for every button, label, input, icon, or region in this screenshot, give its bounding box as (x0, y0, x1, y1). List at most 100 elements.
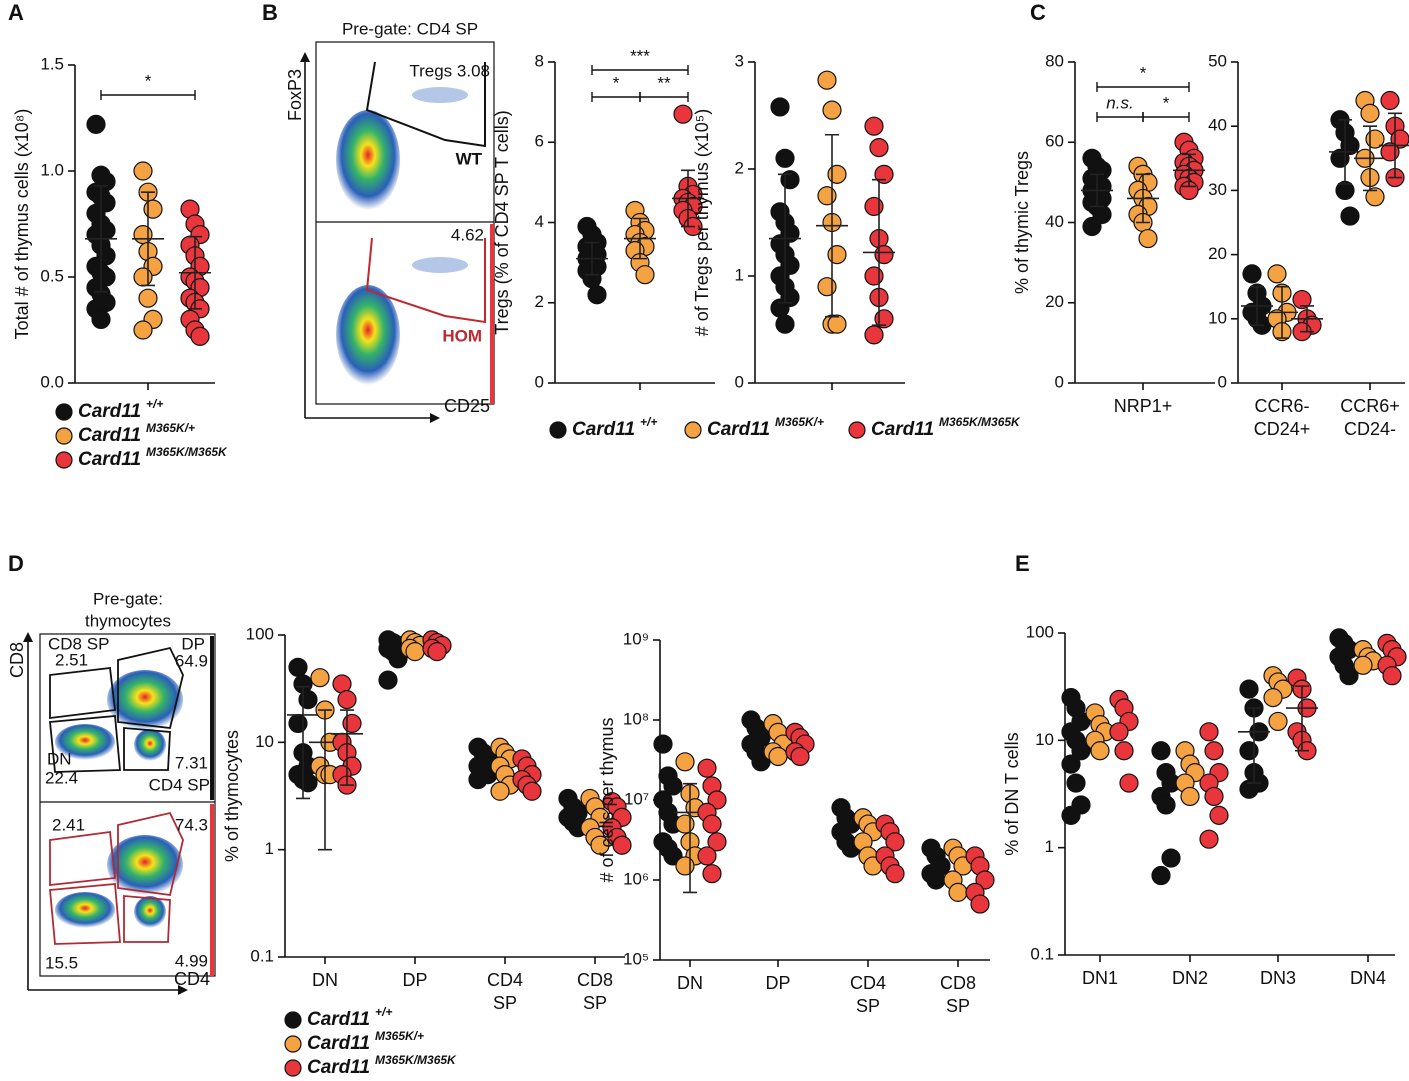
data-point (1151, 865, 1171, 886)
x-tick-label: DN (312, 970, 338, 990)
error-bar (778, 173, 792, 304)
data-point (675, 814, 695, 834)
legend-superscript: +/+ (640, 415, 657, 429)
y-tick-label: 10⁸ (623, 709, 649, 728)
y-tick-label: 10 (1208, 308, 1227, 327)
flow-density (55, 892, 115, 928)
error-bar (1295, 685, 1309, 752)
flow-density (134, 729, 166, 761)
gate-value: 2.41 (52, 815, 85, 834)
error-bar (825, 133, 839, 318)
gate-value: 15.5 (45, 953, 78, 972)
error-bar (1247, 707, 1261, 784)
arrow (23, 632, 33, 642)
legend-name: Card11 (871, 419, 934, 440)
legend-name: Card11 (307, 1033, 370, 1054)
legend-label: Card11 M365K/+ (707, 415, 824, 440)
data-point (86, 114, 106, 134)
flow-density (107, 835, 183, 895)
data-point (1114, 741, 1134, 761)
data-point (874, 245, 894, 265)
data-point (770, 298, 790, 318)
data-point (133, 225, 153, 245)
data-point (1066, 773, 1086, 793)
error-bar (1136, 173, 1150, 224)
y-tick-label: 1 (265, 839, 274, 858)
x-tick-label: SP (493, 993, 517, 1013)
significance-bar (1142, 112, 1190, 122)
data-point (1267, 264, 1287, 284)
legend-label: Card11 M365K/+ (78, 421, 195, 446)
legend-name: Card11 (572, 419, 635, 440)
significance-bar (100, 90, 196, 100)
y-tick-label: 0.0 (40, 372, 64, 391)
data-point (885, 864, 905, 884)
error-bar (1182, 153, 1196, 188)
legend-label: Card11 +/+ (78, 397, 163, 422)
legend-marker (549, 421, 567, 439)
flow-density (336, 110, 400, 210)
legend-marker (55, 427, 73, 445)
legend-marker (848, 421, 866, 439)
error-bar (1388, 112, 1402, 179)
data-point (288, 657, 308, 677)
error-bar (872, 178, 886, 327)
data-point (1138, 228, 1158, 249)
gate-label: Tregs 3.08 (409, 61, 490, 80)
data-point (817, 186, 837, 206)
data-point (1151, 741, 1171, 761)
data-point (1353, 655, 1373, 675)
legend-superscript: M365K/+ (775, 415, 824, 429)
data-point (342, 713, 362, 734)
data-point (1268, 711, 1288, 732)
x-tick-label: CD4 (487, 970, 523, 990)
data-point (288, 713, 308, 734)
x-tick-label: DN1 (1082, 968, 1118, 988)
data-point (1263, 688, 1283, 708)
y-tick-label: 0 (1218, 372, 1227, 391)
y-tick-label: 30 (1208, 180, 1227, 199)
y-tick-label: 10⁹ (623, 629, 649, 648)
x-tick-label: CD8 (577, 970, 613, 990)
x-tick-label: DP (765, 973, 790, 993)
data-point (587, 285, 607, 305)
data-point (143, 199, 163, 219)
data-point (926, 870, 946, 890)
x-tick-label: NRP1+ (1114, 396, 1173, 416)
data-point (702, 814, 722, 834)
y-tick-label: 20 (1208, 244, 1227, 263)
y-axis-label: % of thymic Tregs (1012, 151, 1032, 294)
data-point (790, 746, 810, 767)
y-tick-label: 1 (1045, 837, 1054, 856)
data-point (864, 325, 884, 345)
error-bar (1338, 118, 1352, 185)
y-tick-label: 80 (1045, 51, 1064, 70)
error-bar (318, 709, 332, 851)
data-point (768, 746, 788, 767)
data-point (133, 320, 153, 340)
data-point (827, 314, 847, 334)
x-tick-label: CCR6+ (1340, 396, 1400, 416)
data-point (1199, 829, 1219, 849)
data-point (675, 752, 695, 772)
y-tick-label: 2 (735, 158, 744, 177)
flow-density (134, 896, 166, 928)
data-point (948, 882, 968, 902)
error-bar (633, 217, 647, 260)
error-bar (585, 241, 599, 276)
gate-value: 22.4 (45, 768, 78, 787)
data-point (635, 265, 655, 285)
data-point (697, 846, 717, 866)
gate-label: WT (456, 149, 483, 168)
data-point (490, 781, 510, 801)
legend-label: Card11 +/+ (307, 1005, 392, 1030)
y-tick-label: 100 (1026, 622, 1054, 641)
data-point (91, 309, 111, 329)
y-tick-label: 40 (1045, 212, 1064, 231)
x-tick-label: DN4 (1350, 968, 1386, 988)
flow-density (412, 257, 468, 273)
data-point (864, 266, 884, 286)
arrow (300, 52, 310, 62)
data-point (298, 690, 318, 710)
